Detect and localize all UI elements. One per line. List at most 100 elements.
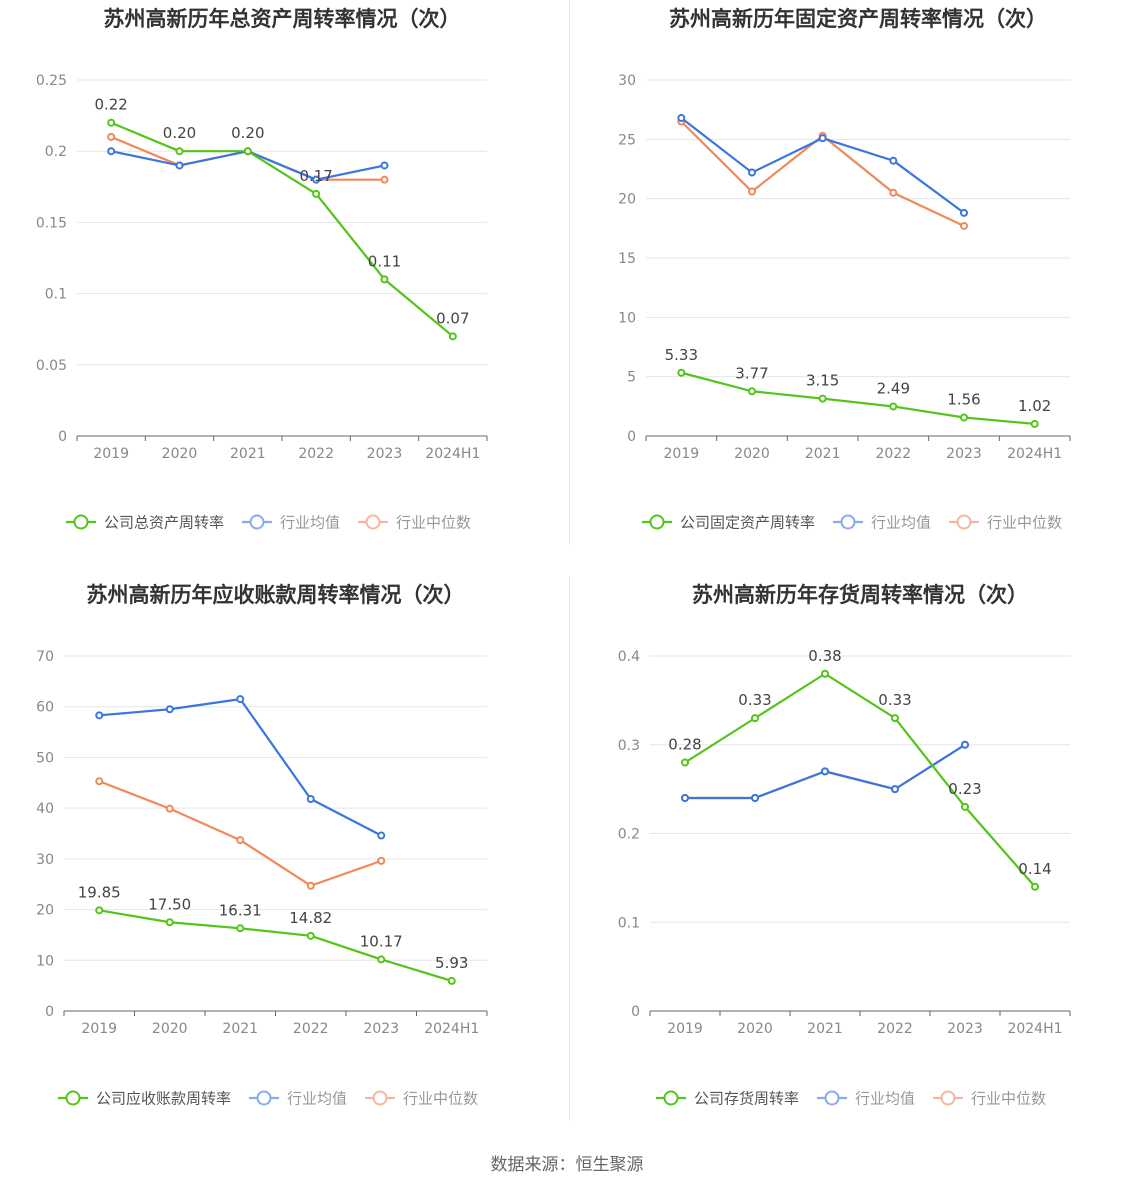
data-point <box>891 714 899 723</box>
series-line <box>110 150 385 181</box>
legend-marker <box>663 1090 679 1106</box>
x-tick-label: 2024H1 <box>1007 446 1062 462</box>
legend-label: 公司存货周转率 <box>694 1090 799 1108</box>
x-tick-label: 2022 <box>877 1021 913 1037</box>
legend-item: 行业中位数 <box>933 1090 1046 1108</box>
chart-svg: 苏州高新历年固定资产周转率情况（次） 0 5 10 15 20 25 30 2019 2020 20… <box>618 7 1071 532</box>
x-tick-label: 2023 <box>367 446 403 462</box>
legend-item: 行业均值 <box>242 514 340 532</box>
y-tick-label: 0.2 <box>45 144 67 160</box>
legend-item: 公司存货周转率 <box>656 1090 799 1108</box>
legend-item: 公司应收账款周转率 <box>58 1090 231 1108</box>
legend-item: 行业均值 <box>249 1090 347 1108</box>
legend-label: 行业均值 <box>280 514 340 532</box>
x-tick-label: 2019 <box>664 446 700 462</box>
data-point <box>960 413 968 422</box>
data-point <box>1030 419 1039 428</box>
data-point <box>243 147 252 156</box>
data-source-note: 数据来源：恒生聚源 <box>490 1155 644 1175</box>
legend-label: 公司应收账款周转率 <box>96 1090 231 1108</box>
chart-title: 苏州高新历年固定资产周转率情况（次） <box>669 7 1047 31</box>
data-point <box>751 794 759 802</box>
data-point <box>960 221 968 230</box>
data-point <box>377 856 386 865</box>
data-point <box>306 881 315 890</box>
data-label: 16.31 <box>219 901 262 919</box>
y-tick-label: 0.1 <box>45 287 67 303</box>
x-tick-label: 2019 <box>93 446 129 462</box>
data-label: 0.22 <box>94 96 127 114</box>
x-tick-label: 2020 <box>152 1021 188 1037</box>
data-point <box>377 831 386 840</box>
y-tick-label: 0.4 <box>618 649 640 665</box>
data-label: 0.33 <box>738 691 771 709</box>
chart-title: 苏州高新历年存货周转率情况（次） <box>692 583 1028 607</box>
data-point <box>818 134 827 143</box>
divider-bottom <box>569 576 570 1121</box>
data-label: 0.23 <box>948 780 981 798</box>
data-point <box>748 187 756 196</box>
x-tick-label: 2020 <box>734 446 770 462</box>
y-tick-label: 30 <box>618 73 636 89</box>
series-line <box>684 672 1036 888</box>
data-point <box>165 918 174 927</box>
legend-marker <box>249 514 265 530</box>
legend-marker <box>256 1090 272 1106</box>
legend-marker <box>365 514 381 530</box>
x-tick-label: 2020 <box>162 446 198 462</box>
y-tick-label: 50 <box>36 750 54 766</box>
legend-label: 行业中位数 <box>971 1090 1046 1108</box>
data-point <box>312 175 321 184</box>
x-tick-label: 2021 <box>230 446 266 462</box>
data-label: 17.50 <box>148 895 191 913</box>
data-point <box>306 795 315 804</box>
legend-marker <box>840 514 856 530</box>
data-point <box>380 161 389 170</box>
data-point <box>961 740 969 749</box>
legend-label: 行业均值 <box>855 1090 915 1108</box>
legend-label: 行业中位数 <box>396 514 471 532</box>
y-tick-label: 10 <box>618 310 636 326</box>
legend-label: 公司固定资产周转率 <box>680 514 815 532</box>
legend-label: 行业中位数 <box>987 514 1062 532</box>
x-tick-label: 2023 <box>946 446 982 462</box>
chart-fixed-asset-turnover: 苏州高新历年固定资产周转率情况（次） 0 5 10 15 20 25 30 2019 2020 20… <box>567 0 1134 576</box>
legend-marker <box>940 1090 956 1106</box>
y-tick-label: 0.1 <box>618 915 640 931</box>
legend-item: 行业均值 <box>833 514 931 532</box>
x-tick-label: 2024H1 <box>425 446 480 462</box>
legend-item: 行业中位数 <box>949 514 1062 532</box>
chart-svg: 苏州高新历年存货周转率情况（次） 0 0.1 0.2 0.3 0.4 2019 2020 202… <box>618 583 1071 1108</box>
data-point <box>312 189 321 198</box>
data-point <box>677 368 686 377</box>
data-label: 0.38 <box>808 647 841 665</box>
data-point <box>818 394 827 403</box>
data-point <box>95 711 104 720</box>
y-tick-label: 60 <box>36 700 54 716</box>
legend-label: 行业均值 <box>287 1090 347 1108</box>
divider-top <box>569 0 570 545</box>
x-tick-label: 2024H1 <box>1007 1021 1062 1037</box>
data-point <box>889 188 898 197</box>
y-tick-label: 70 <box>36 649 54 665</box>
x-tick-label: 2021 <box>805 446 841 462</box>
y-tick-label: 0.2 <box>618 827 640 843</box>
x-tick-label: 2021 <box>222 1021 258 1037</box>
y-tick-label: 25 <box>618 132 636 148</box>
y-tick-label: 0.15 <box>36 215 67 231</box>
data-point <box>95 777 104 786</box>
x-tick-label: 2021 <box>807 1021 843 1037</box>
legend-marker <box>372 1090 388 1106</box>
y-tick-label: 0.05 <box>36 358 67 374</box>
legend-marker <box>956 514 972 530</box>
legend-label: 行业中位数 <box>403 1090 478 1108</box>
chart-receivables-turnover: 苏州高新历年应收账款周转率情况（次） 0 10 20 30 40 50 60 70 2019 202… <box>0 576 567 1152</box>
data-point <box>165 705 174 714</box>
data-point <box>107 147 116 156</box>
legend-item: 公司总资产周转率 <box>66 514 224 532</box>
data-label: 0.11 <box>368 252 401 270</box>
data-point <box>165 804 174 813</box>
y-tick-label: 0.3 <box>618 738 640 754</box>
y-tick-label: 5 <box>627 370 636 386</box>
data-point <box>891 785 899 794</box>
